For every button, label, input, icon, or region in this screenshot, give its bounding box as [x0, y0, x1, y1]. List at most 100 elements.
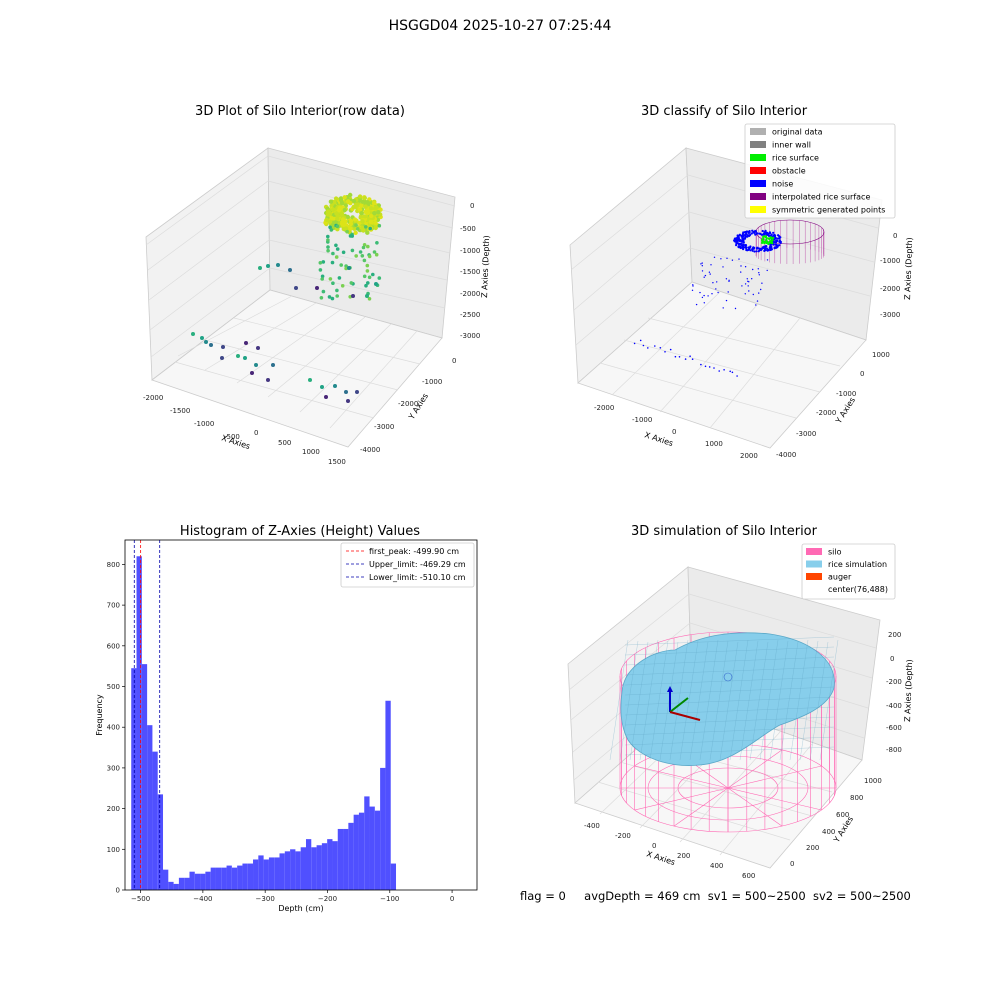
mesh-line — [789, 639, 809, 761]
data-point — [343, 206, 348, 212]
noise-point — [769, 245, 772, 248]
data-point — [355, 227, 360, 231]
data-point — [368, 217, 373, 222]
data-point — [326, 248, 330, 253]
data-point — [362, 243, 367, 247]
y-tick-label: 400 — [107, 724, 120, 732]
noise-point — [769, 248, 772, 252]
data-point — [371, 222, 377, 228]
noise-point — [740, 265, 742, 267]
data-point — [350, 215, 355, 220]
data-point — [328, 224, 334, 229]
data-point — [364, 216, 369, 221]
noise-point — [740, 239, 743, 242]
data-point — [354, 198, 360, 203]
data-point — [254, 363, 258, 367]
noise-point — [713, 256, 716, 258]
mesh-line — [729, 639, 749, 761]
data-point — [335, 205, 340, 211]
mesh-line — [624, 666, 835, 676]
mesh-line — [619, 640, 639, 761]
noise-point — [739, 243, 742, 246]
noise-point — [733, 239, 736, 242]
histogram-bar — [295, 851, 301, 890]
data-point — [320, 385, 324, 389]
noise-point — [744, 283, 747, 285]
noise-point — [775, 244, 778, 247]
noise-point — [748, 247, 751, 250]
data-point — [369, 212, 375, 217]
panel4-z-tick: 200 — [888, 631, 901, 639]
legend-label: auger — [828, 573, 852, 582]
mesh-line — [709, 640, 729, 761]
silo-wireframe — [619, 631, 837, 833]
histogram-y-label: Frequency — [95, 694, 104, 736]
noise-point — [741, 239, 745, 242]
rice-surface-point — [764, 235, 767, 239]
legend-swatch — [750, 180, 766, 187]
data-point — [373, 220, 378, 226]
y-tick-label: 500 — [107, 683, 120, 691]
noise-point — [669, 348, 672, 351]
rice-simulation-surface — [609, 632, 839, 766]
rice-surface-point — [761, 238, 764, 241]
data-point — [369, 203, 374, 208]
noise-point — [742, 239, 745, 242]
data-point — [308, 378, 312, 382]
data-point — [365, 210, 371, 216]
data-point — [365, 222, 370, 227]
noise-point — [774, 243, 778, 246]
y-tick-label: 200 — [107, 805, 120, 813]
data-point — [325, 209, 331, 214]
noise-point — [769, 246, 772, 249]
mesh-line — [669, 639, 689, 761]
noise-point — [745, 230, 748, 233]
noise-point — [741, 245, 745, 248]
data-point — [352, 222, 357, 228]
histogram-bar — [274, 857, 280, 890]
mesh-line — [624, 726, 835, 736]
data-point — [369, 213, 374, 218]
data-point — [366, 202, 371, 208]
data-point — [343, 219, 348, 224]
data-point — [329, 213, 335, 218]
data-point — [335, 219, 340, 225]
data-point — [329, 228, 334, 232]
noise-point — [740, 242, 743, 245]
panel1-x-tick: 1000 — [302, 448, 320, 456]
data-point — [336, 216, 341, 221]
data-point — [366, 218, 371, 223]
data-point — [342, 207, 347, 213]
data-point — [347, 230, 352, 235]
noise-point — [750, 232, 753, 235]
noise-point — [752, 268, 754, 271]
noise-point — [772, 234, 775, 237]
noise-point — [778, 235, 781, 238]
noise-point — [763, 232, 766, 235]
noise-point — [734, 240, 737, 243]
data-point — [335, 199, 340, 204]
data-point — [329, 213, 335, 218]
data-point — [344, 196, 349, 201]
data-point — [365, 206, 370, 211]
noise-point — [766, 233, 769, 236]
mesh-line — [624, 676, 835, 686]
data-point — [334, 213, 339, 219]
histogram-bar — [200, 873, 206, 890]
data-point — [369, 209, 375, 214]
data-point — [372, 209, 378, 214]
panel2-y-tick: -3000 — [796, 430, 816, 438]
noise-point — [772, 231, 775, 234]
data-point — [334, 209, 340, 214]
data-point — [330, 296, 335, 301]
data-point — [333, 218, 338, 223]
data-point — [335, 288, 339, 293]
noise-point — [738, 234, 741, 237]
data-point — [324, 221, 329, 227]
data-point — [355, 208, 360, 214]
legend-swatch — [750, 206, 766, 213]
data-point — [331, 220, 336, 226]
noise-point — [735, 238, 739, 241]
noise-point — [763, 249, 766, 252]
data-point — [351, 219, 356, 225]
